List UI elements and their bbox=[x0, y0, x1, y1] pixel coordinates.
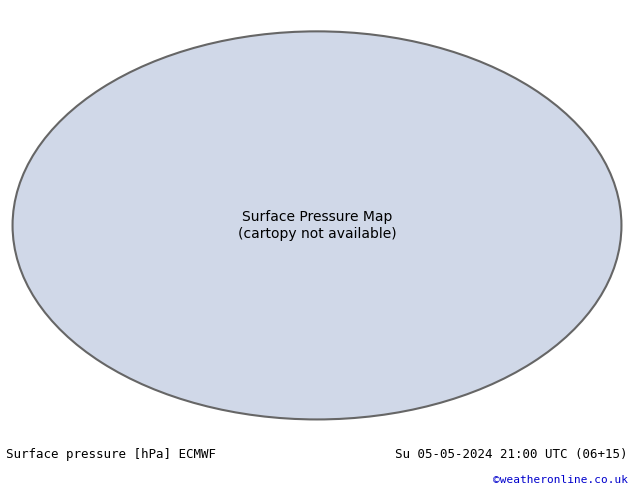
Text: Surface Pressure Map
(cartopy not available): Surface Pressure Map (cartopy not availa… bbox=[238, 210, 396, 241]
Ellipse shape bbox=[13, 31, 621, 419]
Text: ©weatheronline.co.uk: ©weatheronline.co.uk bbox=[493, 475, 628, 485]
Text: Surface pressure [hPa] ECMWF: Surface pressure [hPa] ECMWF bbox=[6, 447, 216, 461]
Text: Su 05-05-2024 21:00 UTC (06+15): Su 05-05-2024 21:00 UTC (06+15) bbox=[395, 447, 628, 461]
